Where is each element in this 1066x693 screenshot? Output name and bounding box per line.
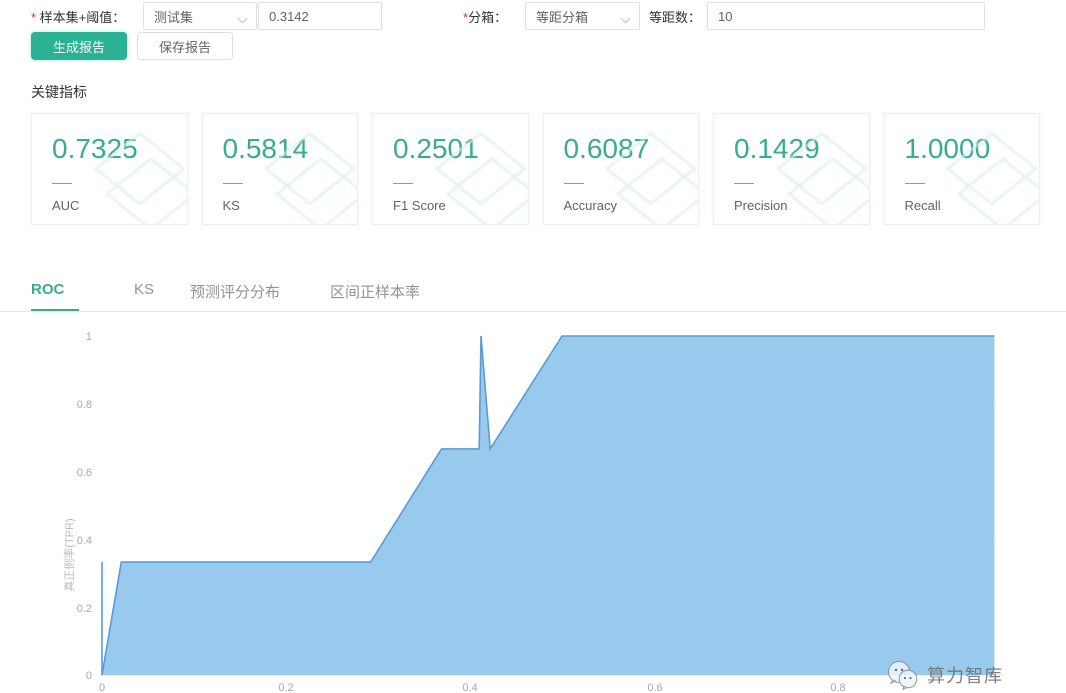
svg-text:1: 1 bbox=[86, 331, 92, 343]
svg-text:0: 0 bbox=[86, 670, 92, 682]
svg-text:0.6: 0.6 bbox=[77, 467, 92, 479]
svg-text:0: 0 bbox=[99, 682, 105, 693]
svg-text:0.2: 0.2 bbox=[278, 682, 293, 693]
svg-text:0.2: 0.2 bbox=[77, 603, 92, 615]
svg-text:0.8: 0.8 bbox=[77, 399, 92, 411]
svg-text:0.6: 0.6 bbox=[647, 682, 662, 693]
svg-text:0.4: 0.4 bbox=[77, 535, 92, 547]
svg-text:0.8: 0.8 bbox=[830, 682, 845, 693]
svg-text:0.4: 0.4 bbox=[462, 682, 477, 693]
svg-text:真正例率(TPR): 真正例率(TPR) bbox=[62, 518, 76, 591]
